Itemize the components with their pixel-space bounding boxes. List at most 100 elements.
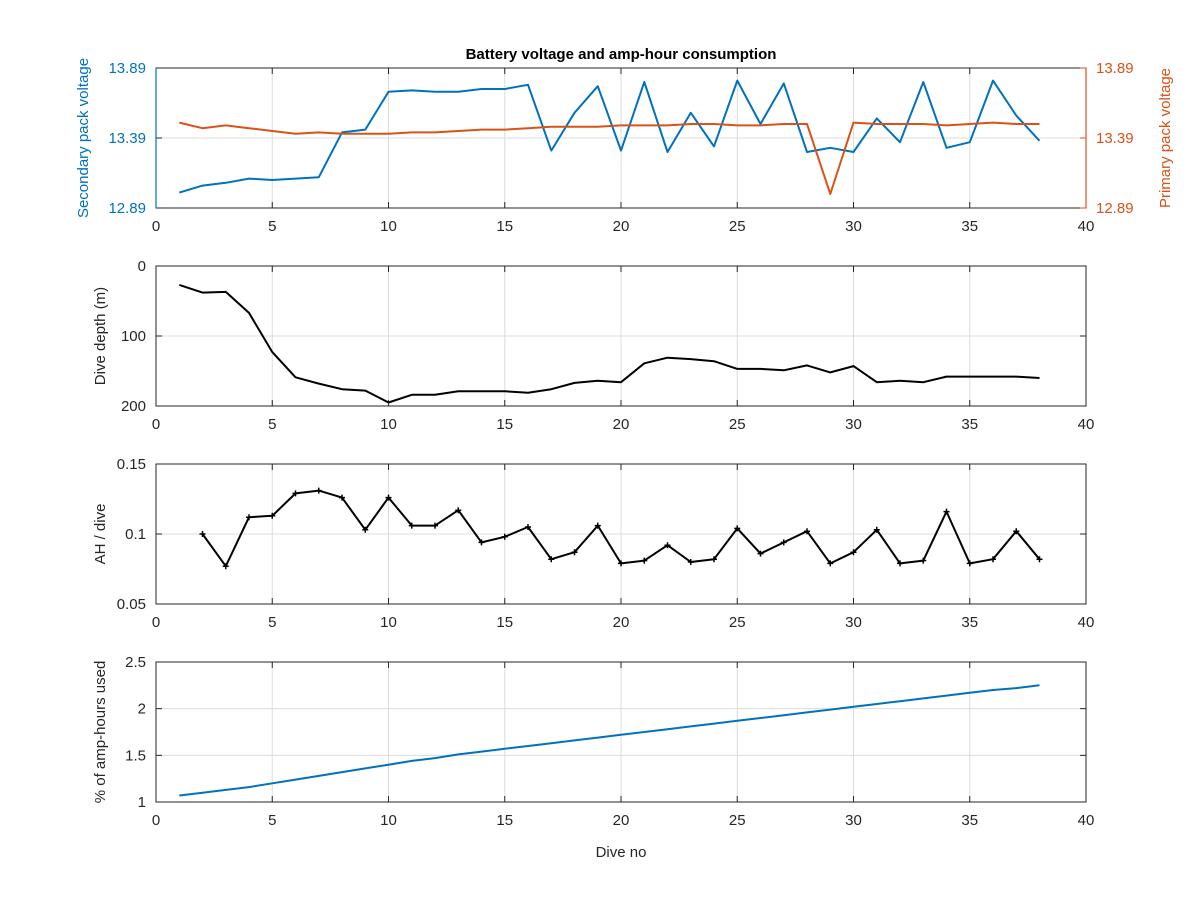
x-tick-label: 35 — [961, 416, 978, 433]
data-point-marker — [501, 533, 508, 540]
x-tick-label: 35 — [961, 614, 978, 631]
x-tick-label: 10 — [380, 218, 397, 235]
data-point-marker — [966, 560, 973, 567]
y-axis-label: Dive depth (m) — [92, 287, 109, 385]
data-point-marker — [780, 539, 787, 546]
y-tick-label: 2 — [138, 701, 146, 718]
data-point-marker — [246, 514, 252, 521]
x-tick-label: 20 — [613, 812, 630, 829]
data-point-marker — [943, 508, 950, 515]
data-point-marker — [664, 542, 671, 549]
x-axis-label: Dive no — [596, 844, 647, 861]
data-point-marker — [385, 494, 392, 501]
y-tick-label: 0.1 — [125, 526, 146, 543]
x-tick-label: 25 — [729, 614, 746, 631]
x-tick-label: 20 — [613, 416, 630, 433]
data-point-marker — [455, 507, 462, 514]
x-tick-label: 10 — [380, 416, 397, 433]
data-point-marker — [990, 556, 996, 563]
x-tick-label: 20 — [613, 614, 630, 631]
y-tick-label: 2.5 — [125, 654, 146, 671]
y-tick-label-right: 12.89 — [1096, 200, 1134, 217]
data-point-marker — [408, 522, 415, 529]
x-tick-label: 0 — [152, 614, 160, 631]
data-point-marker — [594, 522, 601, 529]
x-tick-label: 0 — [152, 416, 160, 433]
data-point-marker — [548, 556, 555, 563]
data-point-marker — [850, 549, 857, 556]
series-line-pct-ah-used-0 — [179, 684, 1040, 797]
data-point-marker — [222, 563, 229, 570]
subplots: 0 5 10 15 20 25 30 35 4012.8913.3913.89Secondary… — [75, 58, 1174, 829]
y-axis-label: Secondary pack voltage — [75, 58, 92, 218]
data-point-marker — [897, 560, 903, 567]
y-tick-label: 1 — [138, 794, 146, 811]
x-tick-label: 35 — [961, 812, 978, 829]
y-tick-label: 13.89 — [108, 60, 146, 77]
data-point-marker — [827, 560, 834, 567]
data-point-marker — [804, 528, 810, 535]
subplot-pct-ah-used: 0 5 10 15 20 25 30 35 40 1 1.5 2 2.5 % of amp-hours u… — [92, 654, 1094, 829]
x-tick-label: 5 — [268, 218, 276, 235]
y-axis-label: % of amp-hours used — [92, 661, 109, 804]
x-tick-label: 30 — [845, 614, 862, 631]
x-tick-label: 10 — [380, 614, 397, 631]
series-line-voltage-0 — [179, 79, 1041, 194]
data-point-marker — [478, 539, 485, 546]
x-tick-label: 0 — [152, 218, 160, 235]
y-tick-label: 100 — [121, 328, 146, 345]
data-point-marker — [873, 526, 880, 533]
data-point-marker — [269, 512, 276, 519]
x-tick-label: 5 — [268, 812, 276, 829]
x-tick-label: 5 — [268, 614, 276, 631]
data-point-marker — [315, 487, 322, 494]
data-point-marker — [711, 556, 717, 563]
x-tick-label: 40 — [1078, 614, 1095, 631]
subplot-depth: 0 5 10 15 20 25 30 35 40 0 100 200 Dive depth (m) — [92, 258, 1094, 433]
y-tick-label: 0.15 — [117, 456, 146, 473]
x-tick-label: 0 — [152, 812, 160, 829]
x-tick-label: 30 — [845, 812, 862, 829]
data-point-marker — [618, 560, 624, 567]
x-tick-label: 25 — [729, 218, 746, 235]
data-point-marker — [292, 490, 299, 497]
subplot-voltage: 0 5 10 15 20 25 30 35 4012.8913.3913.89Secondary… — [75, 58, 1174, 235]
x-tick-label: 15 — [496, 416, 513, 433]
x-tick-label: 40 — [1078, 812, 1095, 829]
data-point-marker — [757, 550, 764, 557]
data-point-marker — [432, 522, 438, 529]
x-tick-label: 25 — [729, 416, 746, 433]
x-tick-label: 15 — [496, 614, 513, 631]
x-tick-label: 15 — [496, 812, 513, 829]
data-point-marker — [339, 494, 345, 501]
y-tick-label: 1.5 — [125, 747, 146, 764]
y-tick-label-right: 13.39 — [1096, 130, 1134, 147]
data-point-marker — [571, 549, 578, 556]
y-tick-label: 0.05 — [117, 596, 146, 613]
x-tick-label: 15 — [496, 218, 513, 235]
x-tick-label: 10 — [380, 812, 397, 829]
y-tick-label: 12.89 — [108, 200, 146, 217]
data-point-marker — [362, 526, 369, 533]
figure-title: Battery voltage and amp-hour consumption — [466, 46, 777, 63]
y-axis-label: AH / dive — [92, 504, 109, 565]
data-point-marker — [199, 531, 206, 537]
data-point-marker — [1013, 528, 1020, 535]
x-tick-label: 35 — [961, 218, 978, 235]
series-line-depth-0 — [178, 283, 1040, 404]
data-point-marker — [687, 559, 694, 565]
x-tick-label: 5 — [268, 416, 276, 433]
data-point-marker — [1036, 556, 1043, 563]
x-tick-label: 40 — [1078, 416, 1095, 433]
y-tick-label-right: 13.89 — [1096, 60, 1134, 77]
x-tick-label: 20 — [613, 218, 630, 235]
x-tick-label: 40 — [1078, 218, 1095, 235]
y-tick-label: 200 — [121, 398, 146, 415]
series-line-voltage-1 — [179, 121, 1040, 195]
data-point-marker — [525, 524, 531, 530]
data-point-marker — [641, 557, 648, 564]
x-tick-label: 30 — [845, 218, 862, 235]
y-tick-label: 13.39 — [108, 130, 146, 147]
x-tick-label: 30 — [845, 416, 862, 433]
